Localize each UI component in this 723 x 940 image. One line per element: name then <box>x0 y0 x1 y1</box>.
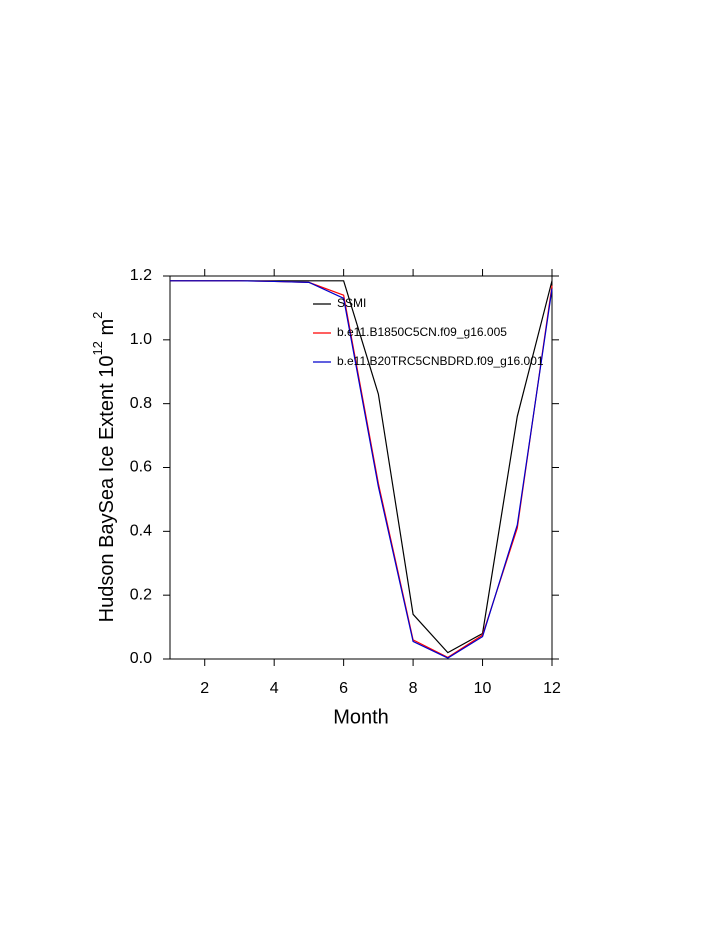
y-tick-label: 0.4 <box>130 523 152 540</box>
x-tick-label: 8 <box>409 680 418 697</box>
y-tick-label: 1.2 <box>130 267 152 284</box>
y-axis-label: Hudson BaySea Ice Extent 1012 m2 <box>90 312 118 623</box>
y-tick-label: 0.2 <box>130 586 152 603</box>
y-tick-label: 0.8 <box>130 395 152 412</box>
y-axis-label-exponent: 12 <box>90 341 105 355</box>
x-tick-label: 10 <box>474 680 492 697</box>
data-line <box>170 280 553 659</box>
legend-label: b.e11.B1850C5CN.f09_g16.005 <box>337 325 507 339</box>
y-tick-label: 0.6 <box>130 459 152 476</box>
y-tick-label: 1.0 <box>130 331 152 348</box>
x-tick-label: 2 <box>200 680 209 697</box>
y-axis-label-exponent: 2 <box>90 312 105 319</box>
legend-label: SSMI <box>337 296 366 310</box>
x-axis-label: Month <box>333 706 389 728</box>
x-tick-label: 12 <box>543 680 561 697</box>
y-tick-label: 0.0 <box>130 650 152 667</box>
legend-label: b.e11.B20TRC5CNBDRD.f09_g16.001 <box>337 354 544 368</box>
y-axis-label-text: Hudson BaySea Ice Extent 10 <box>96 356 118 623</box>
x-tick-label: 6 <box>339 680 348 697</box>
x-tick-label: 4 <box>270 680 279 697</box>
y-axis-label-unit: m <box>96 319 118 341</box>
